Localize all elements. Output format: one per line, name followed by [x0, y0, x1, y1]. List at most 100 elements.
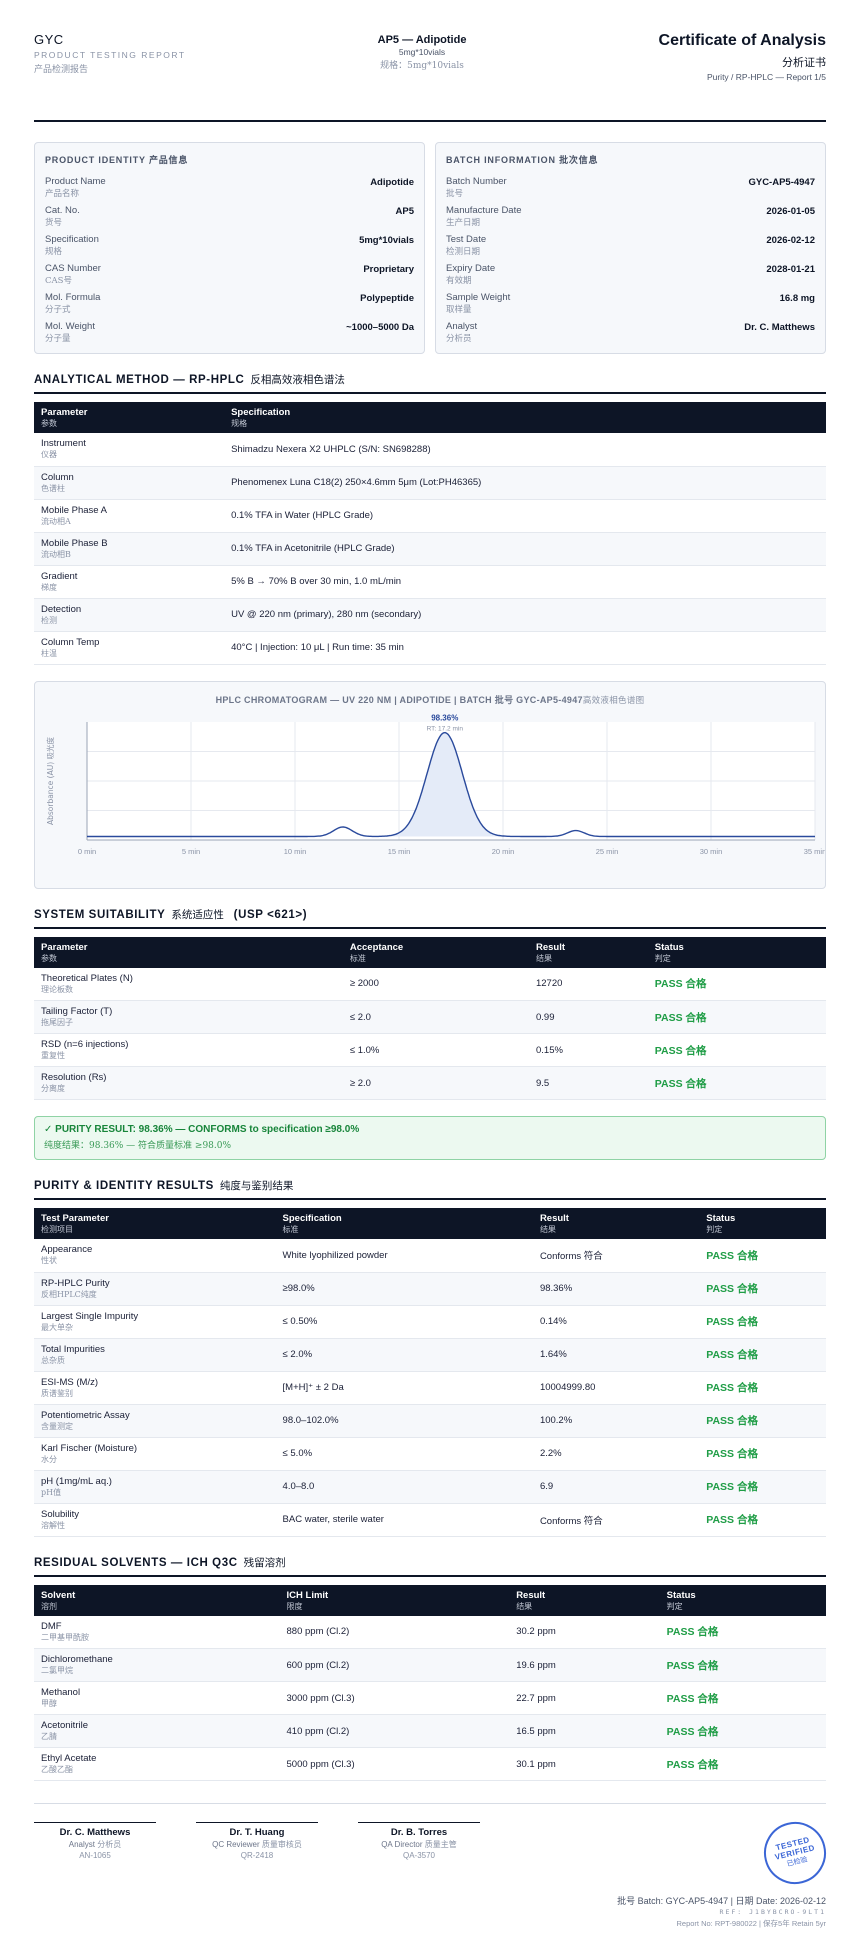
- box-title-text: BATCH INFORMATION: [446, 155, 556, 165]
- param-cn: 拖尾因子: [41, 1018, 73, 1027]
- param-cell: Column Temp 柱温: [34, 631, 225, 665]
- result-cell: 98.36%: [532, 1272, 700, 1306]
- doc-title-cn: 分析证书: [782, 56, 826, 69]
- x-tick-label: 5 min: [182, 847, 200, 856]
- signer-name: Dr. C. Matthews: [59, 1827, 131, 1838]
- param-cell: Largest Single Impurity 最大单杂: [34, 1305, 276, 1339]
- info-key-text: Specification: [45, 234, 99, 245]
- status-cell: PASS 合格: [699, 1470, 826, 1504]
- info-key: Test Date 检测日期: [446, 234, 486, 257]
- column-header-text: Status: [666, 1589, 696, 1601]
- status-badge: PASS 合格: [666, 1725, 719, 1738]
- verified-stamp: TESTED VERIFIED 已检验: [757, 1815, 833, 1891]
- table-row: Solubility 溶解性 BAC water, sterile water Con…: [34, 1503, 826, 1537]
- info-key: Product Name 产品名称: [45, 176, 106, 199]
- param-cell: Theoretical Plates (N) 理论板数: [34, 967, 343, 1001]
- main-peak-label: 98.36%: [431, 713, 458, 722]
- status-badge: PASS 合格: [706, 1283, 758, 1295]
- spec-cell: Shimadzu Nexera X2 UHPLC (S/N: SN698288): [224, 433, 826, 467]
- status-cell: PASS 合格: [659, 1747, 826, 1781]
- doc-title-block: Certificate of Analysis 分析证书 Purity / RP…: [659, 32, 826, 82]
- table-row: Tailing Factor (T) 拖尾因子 ≤ 2.0 0.99 PASS 合格: [34, 1000, 826, 1034]
- result-cell: 10004999.80: [532, 1371, 700, 1405]
- param-text: Theoretical Plates (N): [41, 972, 133, 984]
- spec-cell: ≤ 0.50%: [275, 1305, 533, 1339]
- param-cn: 仪器: [41, 450, 57, 460]
- column-header: Solvent 溶剂: [34, 1584, 280, 1616]
- param-cell: Karl Fischer (Moisture) 水分: [34, 1437, 276, 1471]
- column-header-cn: 溶剂: [41, 1601, 57, 1611]
- batch-info-rows: Batch Number 批号 GYC-AP5-4947 Manufacture Da…: [446, 176, 815, 350]
- column-header: Status 判定: [647, 936, 826, 968]
- info-value: ~1000–5000 Da: [346, 322, 414, 333]
- param-cell: Column 色谱柱: [34, 466, 225, 500]
- x-tick-label: 35 min: [804, 847, 825, 856]
- acceptance-cell: ≥ 2.0: [342, 1066, 529, 1100]
- x-tick-label: 25 min: [596, 847, 619, 856]
- table-row: Detection 检测 UV @ 220 nm (primary), 280 nm…: [34, 598, 826, 632]
- info-key-cn: 分子式: [45, 305, 71, 315]
- chromatogram-chart: 0 min 5 min 10 min 15 min 20 min 25 min 30 min…: [45, 713, 825, 856]
- table-row: Resolution (Rs) 分离度 ≥ 2.0 9.5 PASS 合格: [34, 1066, 826, 1100]
- info-key: CAS Number CAS号: [45, 263, 101, 286]
- report-footer: TESTED VERIFIED 已检验 批号 Batch: GYC-AP5-49…: [617, 1815, 833, 1929]
- section-title-cn: 纯度与鉴别结果: [219, 1180, 294, 1192]
- param-cn: 水分: [41, 1454, 57, 1464]
- limit-cell: 600 ppm (Cl.2): [279, 1648, 510, 1682]
- signer-role-text: QA Director: [381, 1840, 425, 1849]
- table-row: Mobile Phase B 流动相B 0.1% TFA in Acetonitri…: [34, 532, 826, 566]
- param-cell: Mobile Phase B 流动相B: [34, 532, 225, 566]
- info-value: 2026-02-12: [766, 235, 815, 246]
- info-key-cn: 分子量: [45, 334, 71, 344]
- column-header-cn: 标准: [349, 953, 366, 963]
- product-spec-cn: 规格：5mg*10vials: [380, 61, 464, 71]
- table-header-row: Parameter 参数 Specification 规格: [34, 402, 826, 433]
- section-title-solvents: RESIDUAL SOLVENTS — ICH Q3C 残留溶剂: [34, 1555, 826, 1577]
- result-cell: 0.99: [528, 1000, 648, 1034]
- acceptance-cell: ≤ 2.0: [342, 1000, 529, 1034]
- status-cell: PASS 合格: [659, 1615, 826, 1649]
- info-key-text: Manufacture Date: [446, 205, 522, 216]
- report-type: PRODUCT TESTING REPORT: [34, 50, 186, 60]
- param-text: Resolution (Rs): [41, 1072, 107, 1083]
- column-header: Status 判定: [699, 1208, 826, 1239]
- x-tick-label: 10 min: [284, 847, 307, 856]
- spec-cell: ≥98.0%: [275, 1272, 533, 1306]
- info-key: Mol. Weight 分子量: [45, 321, 95, 344]
- status-badge: PASS 合格: [666, 1659, 719, 1672]
- spec-cell: 5% B → 70% B over 30 min, 1.0 mL/min: [224, 565, 826, 599]
- status-cell: PASS 合格: [699, 1503, 826, 1537]
- section-title-text: PURITY & IDENTITY RESULTS: [34, 1180, 214, 1192]
- param-cn: 溶解性: [41, 1520, 65, 1530]
- column-header: Specification 标准: [275, 1208, 533, 1239]
- result-cell: 0.14%: [532, 1305, 700, 1339]
- status-cell: PASS 合格: [699, 1371, 826, 1405]
- box-title-text: PRODUCT IDENTITY: [45, 155, 146, 165]
- table-row: DMF 二甲基甲酰胺 880 ppm (Cl.2) 30.2 ppm PASS 合格: [34, 1615, 826, 1649]
- result-cell: Conforms 符合: [532, 1503, 700, 1537]
- signer-role-text: Analyst: [68, 1840, 98, 1849]
- info-value: 16.8 mg: [779, 293, 815, 304]
- table-row: Methanol 甲醇 3000 ppm (Cl.3) 22.7 ppm PASS 合格: [34, 1681, 826, 1715]
- param-text: Dichloromethane: [41, 1654, 113, 1665]
- table-header-row: Solvent 溶剂 ICH Limit 限度 Result 结果 Status 判定: [34, 1584, 826, 1616]
- result-cell: 16.5 ppm: [509, 1714, 660, 1748]
- info-key: Expiry Date 有效期: [446, 263, 495, 286]
- limit-cell: 5000 ppm (Cl.3): [279, 1747, 510, 1781]
- spec-cell: 4.0–8.0: [275, 1470, 533, 1504]
- column-header-text: Specification: [282, 1213, 342, 1224]
- param-cell: Dichloromethane 二氯甲烷: [34, 1648, 280, 1682]
- signer-name: Dr. T. Huang: [229, 1827, 285, 1838]
- main-peak-rt-label: RT: 17.2 min: [427, 725, 464, 732]
- status-badge: PASS 合格: [706, 1349, 758, 1361]
- param-cn: 总杂质: [41, 1355, 65, 1365]
- purity-table: Test Parameter 检测项目 Specification 标准 Result 结…: [34, 1208, 826, 1537]
- column-header-cn: 参数: [41, 953, 57, 963]
- info-key-cn: CAS号: [45, 276, 72, 286]
- param-text: Appearance: [41, 1244, 93, 1256]
- info-key-cn: 生产日期: [446, 218, 481, 228]
- acceptance-cell: ≤ 1.0%: [342, 1033, 529, 1067]
- x-tick-label: 30 min: [700, 847, 723, 856]
- param-cell: ESI-MS (M/z) 质谱鉴别: [34, 1371, 276, 1405]
- table-header-row: Parameter 参数 Acceptance 标准 Result 结果 Status 判定: [34, 936, 826, 968]
